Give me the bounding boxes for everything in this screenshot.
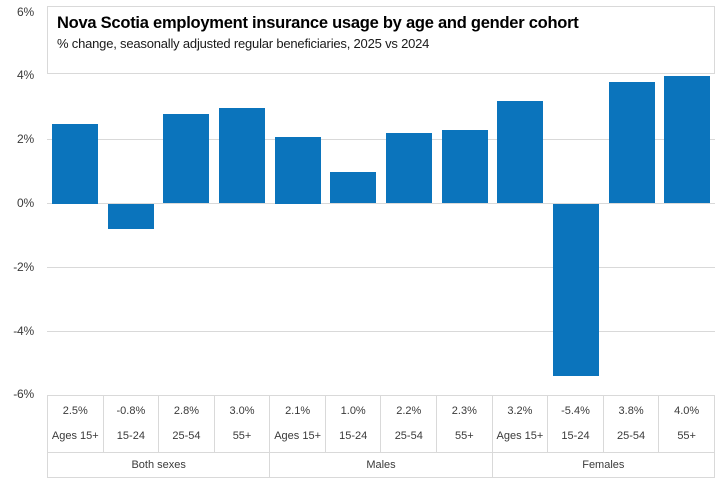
y-tick-label-4: 4%: [17, 68, 34, 83]
chart-title: Nova Scotia employment insurance usage b…: [57, 14, 579, 32]
table-cell-males-55plus: 2.3% 55+: [437, 396, 493, 452]
data-table-groups-row: Both sexes Males Females: [48, 452, 714, 477]
table-cell-males-ages-15plus: 2.1% Ages 15+: [270, 396, 326, 452]
table-age-label: 15-24: [116, 430, 145, 442]
table-group-females: Females: [582, 459, 625, 471]
table-value: 2.1%: [285, 405, 311, 417]
table-value: 2.8%: [173, 405, 199, 417]
y-tick-label-2: 2%: [17, 132, 34, 147]
title-box: Nova Scotia employment insurance usage b…: [47, 6, 715, 74]
table-group-males: Males: [270, 453, 493, 477]
bar-both-sexes-ages-15plus: [51, 123, 98, 204]
bar-both-sexes-55plus: [218, 107, 265, 204]
y-tick-label-6: 6%: [17, 4, 34, 19]
table-group-both-sexes: Both sexes: [48, 453, 271, 477]
bar-males-ages-15plus: [274, 136, 321, 204]
y-tick-label--2: -2%: [13, 259, 34, 274]
table-value: 2.3%: [451, 405, 477, 417]
table-value: 2.5%: [62, 405, 88, 417]
table-age-label: 25-54: [617, 430, 646, 442]
bar-males-25-54: [385, 133, 432, 204]
table-cell-females-25-54: 3.8% 25-54: [604, 396, 660, 452]
gridline--4: [47, 330, 715, 332]
bar-both-sexes-15-24: [107, 203, 154, 229]
bar-females-15-24: [552, 203, 599, 376]
table-age-label: Ages 15+: [496, 430, 544, 442]
table-age-label: Ages 15+: [274, 430, 321, 442]
table-value: -5.4%: [561, 405, 590, 417]
table-value: -0.8%: [116, 405, 146, 417]
table-value: 3.2%: [507, 405, 533, 417]
table-cell-females-15-24: -5.4% 15-24: [548, 396, 604, 452]
bar-both-sexes-25-54: [163, 114, 210, 204]
data-table: 2.5% Ages 15+ -0.8% 15-24 2.8% 25-54 3.0% 55+ 2.…: [47, 395, 715, 478]
y-tick-label-0: 0%: [17, 196, 34, 210]
table-value: 3.0%: [229, 405, 255, 417]
y-tick-label--6: -6%: [13, 387, 34, 402]
table-age-label: 15-24: [561, 430, 590, 442]
bar-females-ages-15plus: [497, 101, 544, 204]
gridline--2: [47, 266, 715, 268]
table-cell-both-sexes-ages-15plus: 2.5% Ages 15+: [48, 396, 104, 452]
table-cell-both-sexes-55plus: 3.0% 55+: [215, 396, 271, 452]
table-age-label: 15-24: [339, 430, 368, 442]
chart-subtitle: % change, seasonally adjusted regular be…: [57, 36, 430, 51]
gridline-2: [47, 139, 715, 141]
table-age-label: Ages 15+: [51, 430, 99, 442]
bar-males-55plus: [441, 130, 488, 204]
table-age-label: 55+: [455, 430, 474, 442]
y-tick-label--4: -4%: [13, 323, 34, 338]
table-value: 2.2%: [396, 405, 422, 417]
table-cell-males-15-24: 1.0% 15-24: [326, 396, 382, 452]
gridline-0: [47, 203, 715, 204]
table-cell-both-sexes-15-24: -0.8% 15-24: [104, 396, 160, 452]
bar-females-25-54: [608, 82, 655, 204]
table-value: 4.0%: [674, 405, 700, 417]
table-age-label: 25-54: [172, 430, 201, 442]
bar-females-55plus: [664, 75, 711, 204]
table-age-label: 55+: [677, 430, 696, 442]
table-cell-males-25-54: 2.2% 25-54: [381, 396, 438, 452]
table-cell-females-ages-15plus: 3.2% Ages 15+: [493, 396, 549, 452]
table-age-label: 55+: [232, 430, 252, 442]
table-cell-both-sexes-25-54: 2.8% 25-54: [159, 396, 215, 452]
table-age-label: 25-54: [394, 430, 423, 442]
table-cell-females-55plus: 4.0% 55+: [659, 396, 714, 452]
bar-males-15-24: [330, 171, 377, 204]
table-value: 1.0%: [340, 405, 366, 417]
table-value: 3.8%: [618, 405, 644, 417]
data-table-values-row: 2.5% Ages 15+ -0.8% 15-24 2.8% 25-54 3.0% 55+ 2.…: [48, 396, 714, 452]
